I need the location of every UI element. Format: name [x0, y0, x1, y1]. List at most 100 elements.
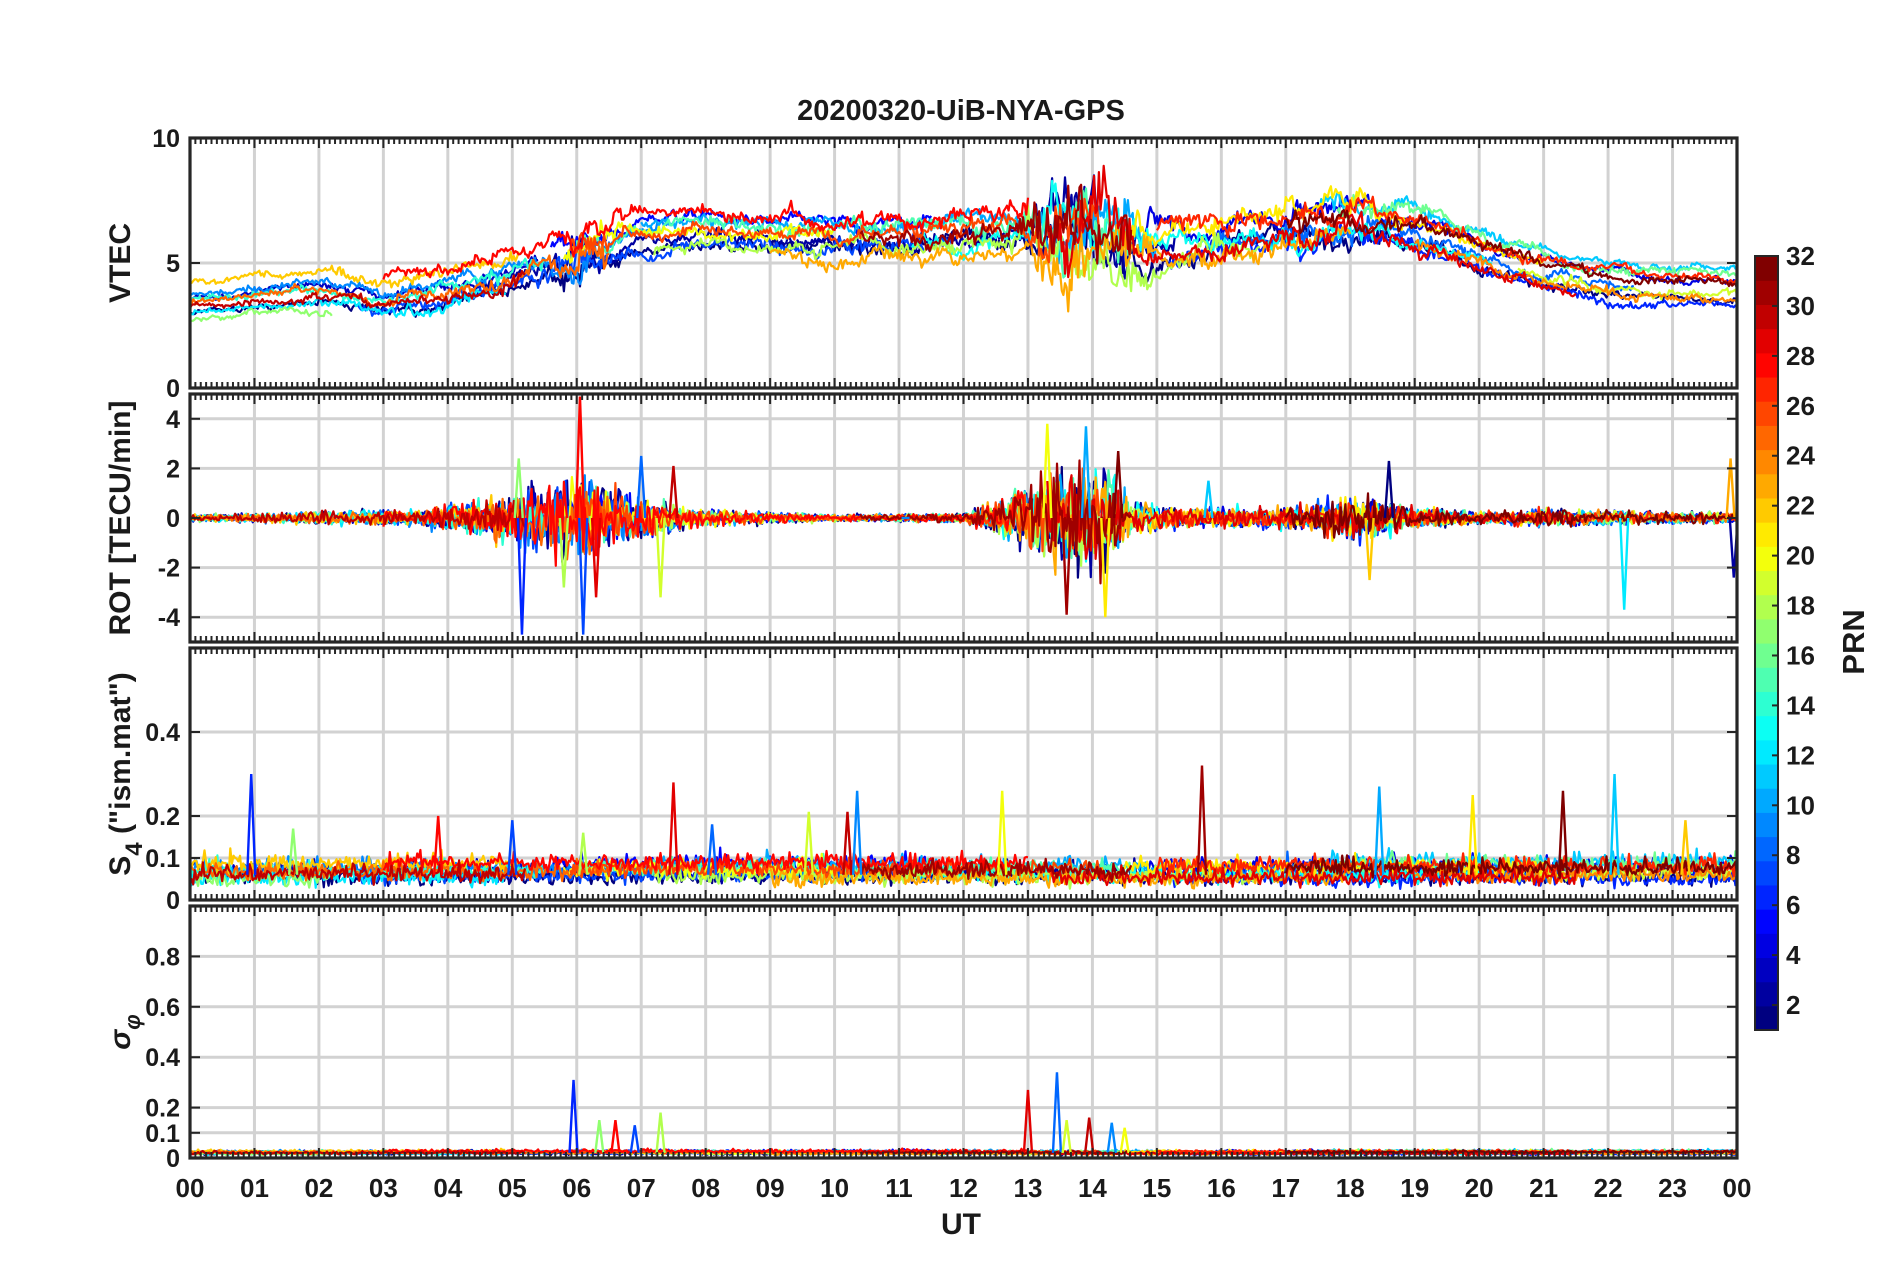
x-tick-label: 04: [433, 1173, 462, 1203]
colorbar-segment: [1755, 546, 1778, 572]
colorbar-segment: [1755, 594, 1778, 620]
vtec-series-prn-10: [640, 198, 1158, 265]
colorbar-segment: [1755, 256, 1778, 281]
vtec-series: [190, 164, 1737, 323]
rot-spike: [1203, 480, 1214, 519]
x-tick-label: 10: [820, 1173, 849, 1203]
colorbar-tick-label: 14: [1786, 690, 1815, 720]
vtec-series-prn-28: [382, 197, 1030, 280]
sigphi-ytick-label: 0.8: [145, 943, 180, 971]
s4-series-prn-30: [190, 859, 527, 886]
x-tick-label: 12: [949, 1173, 978, 1203]
vtec-series-prn-32: [1285, 209, 1737, 289]
s4-spike: [1374, 786, 1385, 875]
colorbar-tick-label: 28: [1786, 341, 1815, 371]
vtec-series-prn-23: [769, 223, 1352, 313]
vtec-series-prn-26: [569, 197, 1100, 264]
s4-spike: [507, 820, 518, 875]
x-tick-label: 14: [1078, 1173, 1107, 1203]
colorbar-tick-label: 16: [1786, 640, 1815, 670]
vtec-ytick-label: 0: [166, 375, 180, 403]
s4-spike: [996, 790, 1008, 875]
s4-ylabel: S4 ("ism.mat"): [104, 672, 148, 876]
vtec-series-prn-7: [356, 232, 952, 317]
sigphi-spike: [629, 1125, 640, 1154]
colorbar-segment: [1755, 763, 1778, 789]
vtec-series-prn-25: [190, 239, 610, 308]
x-tick-label: 00: [176, 1173, 205, 1203]
s4-spike: [432, 815, 444, 875]
colorbar-segment: [1755, 715, 1778, 741]
colorbar-segment: [1755, 860, 1778, 886]
sigphi-spike: [568, 1079, 579, 1154]
vtec-series-prn-18: [653, 204, 1261, 293]
colorbar-tick-label: 18: [1786, 591, 1815, 621]
x-tick-labels: 00 01 02 03 04 05 06 07 08 09 10 11 12 13 14 15 16 17 18 19…: [176, 1173, 1752, 1203]
panel-rot: -4 -2 0 2 4 ROT [TECU/min]: [104, 392, 1739, 644]
vtec-series-prn-19: [1517, 267, 1737, 301]
vtec-series-prn-27: [1155, 195, 1737, 285]
colorbar-segment: [1755, 449, 1778, 475]
rot-spike: [1080, 426, 1092, 519]
s4-spike: [287, 828, 299, 875]
colorbar-segment: [1755, 473, 1778, 499]
x-tick-label: 07: [627, 1173, 656, 1203]
sigphi-ylabel: σφ: [104, 1014, 145, 1049]
vtec-ytick-label: 5: [166, 250, 180, 278]
rot-ytick-label: -2: [158, 555, 180, 583]
s4-spike: [578, 832, 589, 875]
s4-ytick-label: 0: [166, 887, 180, 915]
x-tick-label: 03: [369, 1173, 398, 1203]
rot-spike: [655, 517, 666, 598]
colorbar-segment: [1755, 280, 1778, 305]
rot-spike: [513, 458, 524, 519]
colorbar-segment: [1755, 788, 1778, 813]
colorbar-segment: [1755, 1005, 1778, 1031]
sigphi-spike: [1106, 1122, 1117, 1154]
vtec-series-prn-29: [1046, 164, 1577, 298]
rot-spike: [1383, 460, 1395, 519]
rot-ytick-label: 4: [166, 406, 180, 434]
rot-spike: [636, 455, 647, 519]
colorbar-tick-label: 12: [1786, 740, 1815, 770]
colorbar-segment: [1755, 352, 1778, 378]
x-tick-label: 23: [1658, 1173, 1687, 1203]
x-tick-label: 21: [1529, 1173, 1558, 1203]
sigphi-ytick-label: 0.6: [145, 994, 180, 1022]
rot-ytick-label: 0: [166, 505, 180, 533]
colorbar-tick-label: 2: [1786, 990, 1800, 1020]
vtec-ytick-label: 10: [152, 125, 180, 153]
sigphi-ytick-label: 0: [166, 1145, 180, 1173]
colorbar-tick-label: 10: [1786, 790, 1815, 820]
rot-spike: [1061, 517, 1072, 615]
s4-ytick-label: 0.1: [145, 845, 180, 873]
x-tick-label: 05: [498, 1173, 527, 1203]
vtec-series-prn-24: [1414, 238, 1737, 304]
colorbar-tick-label: 32: [1786, 241, 1815, 271]
s4-spike: [842, 811, 853, 875]
colorbar-tick-label: 22: [1786, 491, 1815, 521]
colorbar-segment: [1755, 618, 1778, 644]
x-tick-label: 16: [1207, 1173, 1236, 1203]
colorbar-segment: [1755, 570, 1778, 596]
sigphi-ytick-label: 0.1: [145, 1120, 180, 1148]
x-tick-label: 18: [1336, 1173, 1365, 1203]
colorbar-segment: [1755, 884, 1778, 910]
vtec-series-prn-22: [190, 250, 520, 289]
vtec-series-prn-16: [1336, 193, 1737, 278]
vtec-series-prn-21: [1123, 185, 1544, 265]
rot-spike: [558, 517, 570, 588]
vtec-series-prn-12: [190, 286, 507, 318]
colorbar-segment: [1755, 909, 1778, 934]
colorbar-label: PRN: [1836, 609, 1871, 674]
x-tick-label: 11: [885, 1173, 913, 1203]
rot-spike: [1725, 458, 1736, 519]
x-tick-label: 19: [1400, 1173, 1429, 1203]
x-tick-label: 17: [1271, 1173, 1300, 1203]
x-tick-label: 00: [1723, 1173, 1752, 1203]
rot-spike: [1113, 450, 1124, 519]
rot-spike: [590, 517, 602, 598]
rot-series: [190, 396, 1737, 635]
sigphi-spike: [655, 1112, 666, 1154]
